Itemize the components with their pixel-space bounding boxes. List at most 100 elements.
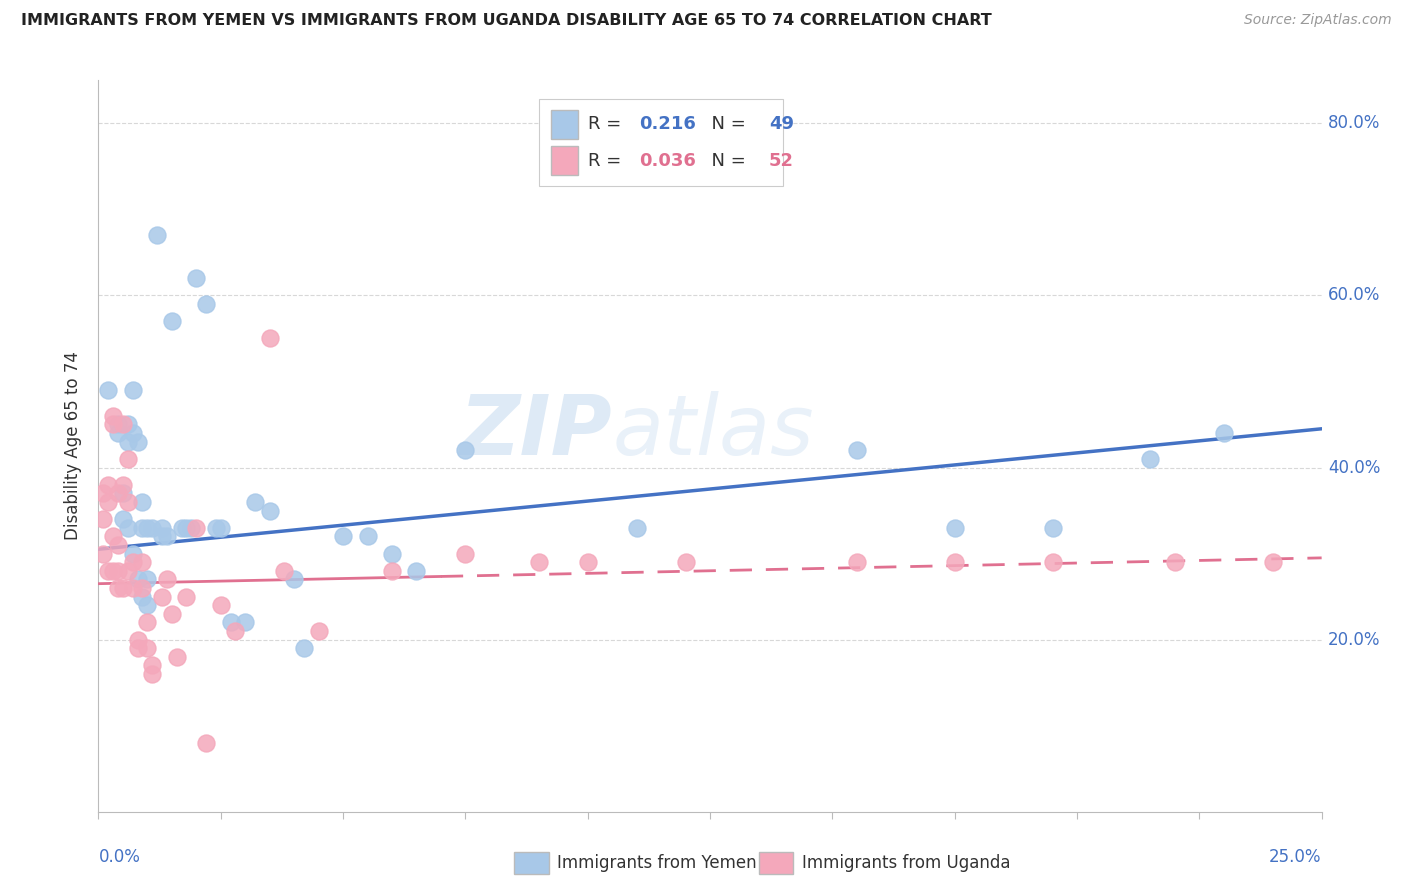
Point: [233, 615, 256, 630]
FancyBboxPatch shape: [515, 852, 548, 874]
Text: Immigrants from Yemen: Immigrants from Yemen: [557, 854, 756, 871]
Point: [219, 615, 242, 630]
Point: [626, 521, 648, 535]
Point: [1042, 555, 1064, 569]
Point: [107, 538, 129, 552]
Point: [405, 564, 427, 578]
Point: [131, 581, 153, 595]
Point: [381, 564, 404, 578]
Point: [454, 443, 477, 458]
Point: [166, 649, 188, 664]
Text: R =: R =: [588, 152, 627, 169]
Point: [121, 547, 143, 561]
Text: 80.0%: 80.0%: [1327, 114, 1381, 132]
Point: [111, 477, 134, 491]
Point: [943, 555, 966, 569]
Point: [121, 555, 143, 569]
Point: [101, 409, 124, 423]
Point: [1164, 555, 1187, 569]
Point: [170, 521, 193, 535]
Point: [136, 521, 159, 535]
Text: 0.0%: 0.0%: [98, 848, 141, 866]
Text: 0.036: 0.036: [640, 152, 696, 169]
FancyBboxPatch shape: [759, 852, 793, 874]
Point: [454, 547, 477, 561]
Point: [243, 495, 266, 509]
Point: [107, 564, 129, 578]
Point: [101, 417, 124, 432]
Point: [205, 521, 228, 535]
Point: [107, 581, 129, 595]
Point: [111, 486, 134, 500]
Point: [91, 547, 114, 561]
Point: [150, 590, 173, 604]
FancyBboxPatch shape: [538, 99, 783, 186]
Point: [259, 331, 281, 345]
Point: [131, 521, 153, 535]
FancyBboxPatch shape: [551, 146, 578, 176]
Point: [943, 521, 966, 535]
Point: [121, 581, 143, 595]
Point: [576, 555, 599, 569]
Point: [209, 598, 232, 612]
Point: [845, 555, 868, 569]
Point: [186, 521, 208, 535]
Text: 0.216: 0.216: [640, 115, 696, 133]
Point: [111, 581, 134, 595]
Point: [527, 555, 550, 569]
Point: [117, 434, 139, 449]
Point: [176, 590, 198, 604]
Point: [117, 417, 139, 432]
Text: Immigrants from Uganda: Immigrants from Uganda: [801, 854, 1011, 871]
Text: 60.0%: 60.0%: [1327, 286, 1381, 304]
Point: [127, 573, 149, 587]
Point: [675, 555, 697, 569]
Text: 25.0%: 25.0%: [1270, 848, 1322, 866]
Text: IMMIGRANTS FROM YEMEN VS IMMIGRANTS FROM UGANDA DISABILITY AGE 65 TO 74 CORRELAT: IMMIGRANTS FROM YEMEN VS IMMIGRANTS FROM…: [21, 13, 991, 29]
Point: [332, 529, 354, 543]
Point: [131, 555, 153, 569]
Point: [131, 590, 153, 604]
Point: [107, 486, 129, 500]
Point: [1261, 555, 1284, 569]
Point: [117, 495, 139, 509]
Point: [131, 495, 153, 509]
Point: [127, 632, 149, 647]
Text: 20.0%: 20.0%: [1327, 631, 1381, 648]
Point: [117, 521, 139, 535]
Text: Source: ZipAtlas.com: Source: ZipAtlas.com: [1244, 13, 1392, 28]
Point: [1042, 521, 1064, 535]
Point: [180, 521, 202, 535]
Point: [146, 228, 169, 243]
Point: [91, 512, 114, 526]
Text: 52: 52: [769, 152, 794, 169]
Point: [156, 573, 179, 587]
Point: [136, 598, 159, 612]
Point: [381, 547, 404, 561]
Point: [117, 451, 139, 466]
Point: [111, 417, 134, 432]
Point: [845, 443, 868, 458]
Point: [176, 521, 198, 535]
Point: [273, 564, 295, 578]
Point: [1139, 451, 1161, 466]
Point: [91, 486, 114, 500]
Point: [186, 271, 208, 285]
Point: [150, 521, 173, 535]
Point: [195, 736, 218, 750]
Point: [117, 564, 139, 578]
Point: [97, 477, 120, 491]
Text: R =: R =: [588, 115, 627, 133]
Point: [156, 529, 179, 543]
Text: N =: N =: [700, 152, 752, 169]
Point: [292, 641, 315, 656]
Point: [97, 383, 120, 397]
Point: [283, 573, 305, 587]
Point: [141, 658, 163, 673]
Point: [101, 564, 124, 578]
Point: [195, 297, 218, 311]
Point: [136, 573, 159, 587]
Point: [97, 564, 120, 578]
Point: [160, 607, 183, 621]
Point: [308, 624, 330, 638]
